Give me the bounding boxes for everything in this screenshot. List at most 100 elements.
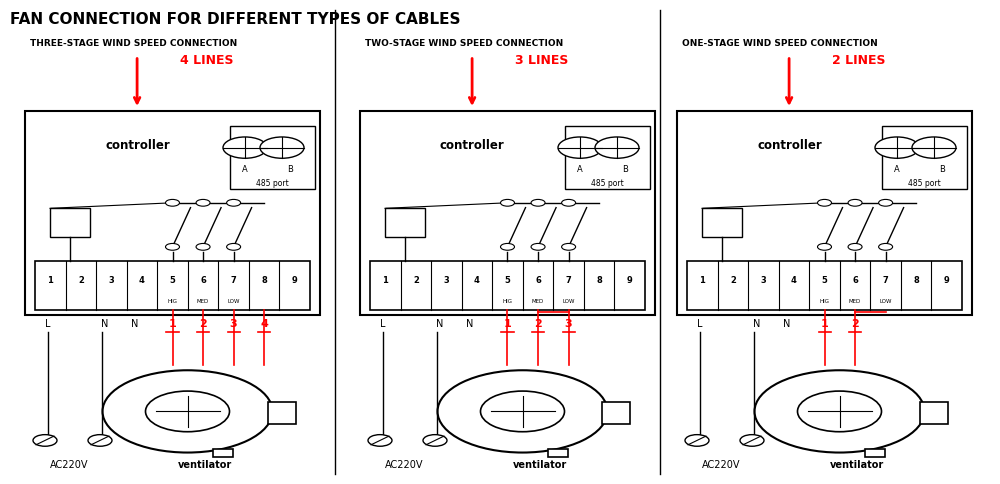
Text: 6: 6 bbox=[852, 276, 858, 285]
Text: 6: 6 bbox=[535, 276, 541, 285]
Circle shape bbox=[755, 370, 924, 453]
Text: 8: 8 bbox=[596, 276, 602, 285]
Circle shape bbox=[879, 243, 893, 250]
Circle shape bbox=[438, 370, 608, 453]
Bar bbox=[25, 111, 320, 315]
Circle shape bbox=[685, 435, 709, 446]
Text: 2: 2 bbox=[413, 276, 419, 285]
Text: 2 LINES: 2 LINES bbox=[832, 54, 886, 67]
Text: 4: 4 bbox=[139, 276, 145, 285]
Text: ventilator: ventilator bbox=[830, 460, 884, 469]
Text: N: N bbox=[101, 319, 109, 329]
Circle shape bbox=[196, 199, 210, 206]
Text: MED: MED bbox=[849, 299, 861, 303]
Text: 3: 3 bbox=[230, 319, 237, 329]
Text: A: A bbox=[242, 165, 248, 174]
Text: N: N bbox=[466, 319, 474, 329]
Circle shape bbox=[558, 137, 602, 158]
Text: 7: 7 bbox=[231, 276, 236, 285]
Circle shape bbox=[166, 199, 180, 206]
Circle shape bbox=[818, 199, 832, 206]
Text: HIG: HIG bbox=[168, 299, 178, 303]
Circle shape bbox=[531, 199, 545, 206]
Text: N: N bbox=[783, 319, 791, 329]
Text: HIG: HIG bbox=[820, 299, 830, 303]
Text: 1: 1 bbox=[699, 276, 705, 285]
Text: FAN CONNECTION FOR DIFFERENT TYPES OF CABLES: FAN CONNECTION FOR DIFFERENT TYPES OF CA… bbox=[10, 12, 460, 27]
Bar bbox=[602, 402, 630, 424]
Text: AC220V: AC220V bbox=[50, 460, 88, 469]
Text: 7: 7 bbox=[883, 276, 888, 285]
Text: 9: 9 bbox=[627, 276, 633, 285]
Bar bbox=[882, 126, 967, 189]
Circle shape bbox=[166, 243, 180, 250]
Text: N: N bbox=[436, 319, 444, 329]
Bar bbox=[865, 449, 885, 457]
Text: ONE-STAGE WIND SPEED CONNECTION: ONE-STAGE WIND SPEED CONNECTION bbox=[682, 39, 878, 48]
Text: 3 LINES: 3 LINES bbox=[515, 54, 568, 67]
Text: LOW: LOW bbox=[879, 299, 892, 303]
Text: 485 port: 485 port bbox=[591, 180, 623, 188]
Text: controller: controller bbox=[440, 139, 505, 151]
Bar bbox=[548, 449, 568, 457]
Circle shape bbox=[912, 137, 956, 158]
Text: 9: 9 bbox=[944, 276, 950, 285]
Circle shape bbox=[848, 243, 862, 250]
Text: 6: 6 bbox=[200, 276, 206, 285]
Circle shape bbox=[103, 370, 272, 453]
Circle shape bbox=[562, 243, 576, 250]
Bar bbox=[687, 261, 962, 310]
Circle shape bbox=[227, 199, 241, 206]
Circle shape bbox=[223, 137, 267, 158]
Text: 2: 2 bbox=[78, 276, 84, 285]
Bar bbox=[230, 126, 315, 189]
Circle shape bbox=[798, 391, 882, 432]
Text: 1: 1 bbox=[821, 319, 828, 329]
Circle shape bbox=[33, 435, 57, 446]
Text: 2: 2 bbox=[199, 319, 207, 329]
Circle shape bbox=[595, 137, 639, 158]
Bar bbox=[268, 402, 296, 424]
Bar bbox=[385, 208, 425, 237]
Text: 5: 5 bbox=[822, 276, 827, 285]
Circle shape bbox=[848, 199, 862, 206]
Circle shape bbox=[368, 435, 392, 446]
Text: 8: 8 bbox=[913, 276, 919, 285]
Text: 3: 3 bbox=[444, 276, 449, 285]
Text: 5: 5 bbox=[170, 276, 175, 285]
Circle shape bbox=[480, 391, 564, 432]
Text: 4: 4 bbox=[791, 276, 797, 285]
Circle shape bbox=[531, 243, 545, 250]
Bar bbox=[35, 261, 310, 310]
Bar bbox=[702, 208, 742, 237]
Text: THREE-STAGE WIND SPEED CONNECTION: THREE-STAGE WIND SPEED CONNECTION bbox=[30, 39, 237, 48]
Text: 1: 1 bbox=[382, 276, 388, 285]
Text: ventilator: ventilator bbox=[512, 460, 567, 469]
Bar bbox=[213, 449, 233, 457]
Text: A: A bbox=[577, 165, 583, 174]
Text: 5: 5 bbox=[505, 276, 510, 285]
Circle shape bbox=[260, 137, 304, 158]
Text: 8: 8 bbox=[261, 276, 267, 285]
Circle shape bbox=[423, 435, 447, 446]
Text: 7: 7 bbox=[566, 276, 571, 285]
Circle shape bbox=[562, 199, 576, 206]
Text: LOW: LOW bbox=[562, 299, 575, 303]
Text: L: L bbox=[697, 319, 703, 329]
Text: LOW: LOW bbox=[227, 299, 240, 303]
Text: N: N bbox=[131, 319, 139, 329]
Text: 3: 3 bbox=[565, 319, 572, 329]
Text: 485 port: 485 port bbox=[908, 180, 940, 188]
Text: N: N bbox=[753, 319, 761, 329]
Text: TWO-STAGE WIND SPEED CONNECTION: TWO-STAGE WIND SPEED CONNECTION bbox=[365, 39, 563, 48]
Text: AC220V: AC220V bbox=[385, 460, 424, 469]
Circle shape bbox=[879, 199, 893, 206]
Text: B: B bbox=[287, 165, 293, 174]
Text: A: A bbox=[894, 165, 900, 174]
Circle shape bbox=[818, 243, 832, 250]
Bar bbox=[920, 402, 948, 424]
Text: B: B bbox=[939, 165, 945, 174]
Text: 4 LINES: 4 LINES bbox=[180, 54, 234, 67]
Text: 2: 2 bbox=[730, 276, 736, 285]
Text: B: B bbox=[622, 165, 628, 174]
